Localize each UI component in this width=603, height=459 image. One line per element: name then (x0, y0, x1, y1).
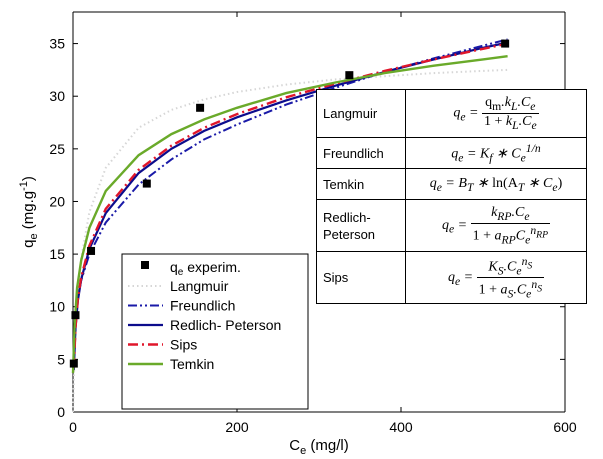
y-tick-label: 10 (49, 299, 65, 315)
equation-langmuir: qe = qm.kL.Ce 1 + kL.Ce (405, 89, 587, 138)
x-tick-label: 200 (225, 419, 249, 435)
equation-freundlich: qe = Kf ∗ Ce1/n (405, 137, 587, 169)
table-row: Redlich- Peterson qe = kRP.Ce 1 + aRPCen… (316, 199, 587, 252)
isotherm-equation-table: Langmuir qe = qm.kL.Ce 1 + kL.Ce Freundl… (316, 89, 587, 304)
y-tick-label: 25 (49, 141, 65, 157)
data-point-experimental (196, 103, 205, 112)
data-point-experimental (87, 246, 96, 255)
data-point-experimental (69, 359, 78, 368)
equation-redlich-peterson: qe = kRP.Ce 1 + aRPCenRP (405, 199, 587, 252)
legend-label: Redlich- Peterson (170, 317, 281, 333)
table-row: Freundlich qe = Kf ∗ Ce1/n (316, 137, 587, 169)
model-name-sips: Sips (316, 251, 406, 304)
y-tick-label: 20 (49, 193, 65, 209)
x-axis-title: Ce (mg/l) (289, 437, 348, 457)
legend-label-experim: qe experim. (170, 259, 241, 278)
data-point-experimental (501, 39, 510, 48)
y-tick-label: 5 (57, 351, 65, 367)
model-name-temkin: Temkin (316, 168, 406, 200)
series-line-temkin (71, 55, 508, 374)
equation-sips: qe = KS.CenS 1 + aS.CenS (405, 251, 587, 304)
y-tick-label: 0 (57, 404, 65, 420)
table-row: Langmuir qe = qm.kL.Ce 1 + kL.Ce (316, 89, 587, 138)
y-tick-label: 35 (49, 36, 65, 52)
legend-label: Langmuir (170, 278, 229, 294)
legend-box (121, 253, 309, 410)
equation-temkin: qe = BT ∗ ln(AT ∗ Ce) (405, 168, 587, 200)
table-row: Temkin qe = BT ∗ ln(AT ∗ Ce) (316, 168, 587, 200)
data-point-experimental (71, 311, 80, 320)
legend-label: Sips (170, 337, 197, 353)
series-line-sips (72, 42, 508, 368)
model-name-redlich-peterson: Redlich- Peterson (316, 199, 406, 252)
legend-label: Freundlich (170, 298, 235, 314)
legend-label: Temkin (170, 356, 214, 372)
y-tick-label: 30 (49, 88, 65, 104)
legend: qe experim. Langmuir Freundlich Redlich- P… (121, 253, 309, 410)
x-tick-label: 0 (69, 419, 77, 435)
y-tick-label: 15 (49, 246, 65, 262)
model-name-langmuir: Langmuir (316, 89, 406, 138)
x-tick-label: 600 (553, 419, 577, 435)
series-layer (69, 38, 510, 413)
data-point-experimental (345, 71, 354, 80)
y-axis-title: qe (mg.g-1) (18, 176, 40, 248)
data-point-experimental (142, 179, 151, 188)
legend-marker-experim (141, 261, 149, 269)
x-tick-label: 400 (389, 419, 413, 435)
model-name-freundlich: Freundlich (316, 137, 406, 169)
table-row: Sips qe = KS.CenS 1 + aS.CenS (316, 251, 587, 304)
